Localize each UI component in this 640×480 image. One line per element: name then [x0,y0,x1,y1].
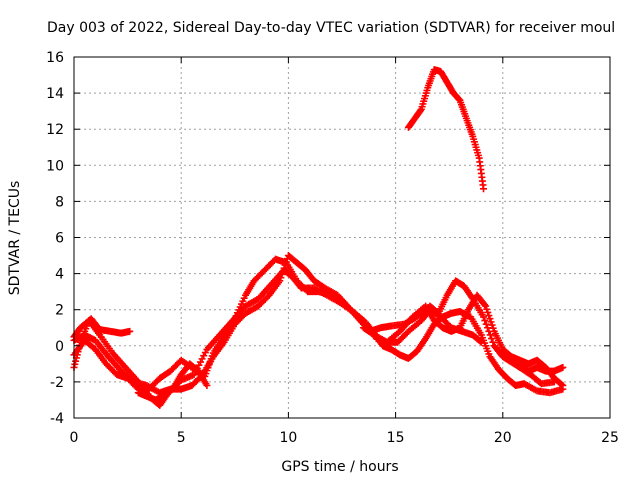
data-point [486,315,494,323]
data-point [488,335,496,343]
chart-title: Day 003 of 2022, Sidereal Day-to-day VTE… [47,20,615,36]
x-tick-label: 20 [494,430,512,446]
series-sat-h [134,360,211,404]
data-point [281,261,289,269]
data-point [417,106,425,114]
y-tick-label: 14 [46,86,64,102]
data-point [280,264,288,272]
x-tick-label: 15 [387,430,405,446]
series-sat-g [516,360,567,375]
data-point [277,274,285,282]
y-tick-label: 2 [55,303,64,319]
data-point [480,185,488,193]
data-point [71,360,79,368]
x-tick-label: 10 [279,430,297,446]
data-point [477,338,485,346]
x-axis-label: GPS time / hours [281,459,398,475]
y-tick-label: 0 [55,339,64,355]
data-point [483,305,491,313]
x-tick-label: 5 [177,430,186,446]
data-point [282,258,290,266]
y-tick-label: -2 [50,375,64,391]
x-tick-label: 25 [601,430,619,446]
y-tick-label: 6 [55,231,64,247]
data-point [559,382,567,390]
data-point [487,318,495,326]
x-tick-label: 0 [70,430,79,446]
y-tick-label: 16 [46,50,64,66]
data-point [126,327,134,335]
series-sat-f [359,291,567,390]
y-tick-label: 8 [55,194,64,210]
data-point [489,324,497,332]
y-tick-label: 12 [46,122,64,138]
axis-ticks: 0 5 10 15 20 25 -4 -2 0 2 4 6 8 10 12 14 16 [46,50,619,446]
data-point [485,312,493,320]
data-point [486,331,494,339]
series-sat-e [404,66,488,193]
y-tick-label: -4 [50,411,64,427]
data-point [482,320,490,328]
data-point [488,321,496,329]
data-point [72,357,80,365]
data-point [482,302,490,310]
data-points [70,66,567,409]
data-point [476,337,484,345]
data-point [276,277,284,285]
y-tick-label: 4 [55,267,64,283]
y-tick-label: 10 [46,158,64,174]
data-point [278,271,286,279]
data-point [484,308,492,316]
data-point [481,317,489,325]
data-point [559,363,567,371]
data-point [203,382,211,390]
data-point [489,338,497,346]
data-point [558,381,566,389]
data-point [279,267,287,275]
data-point [480,313,488,321]
y-axis-label: SDTVAR / TECUs [7,181,23,296]
series-sat-b [70,315,134,341]
data-point [481,301,489,309]
